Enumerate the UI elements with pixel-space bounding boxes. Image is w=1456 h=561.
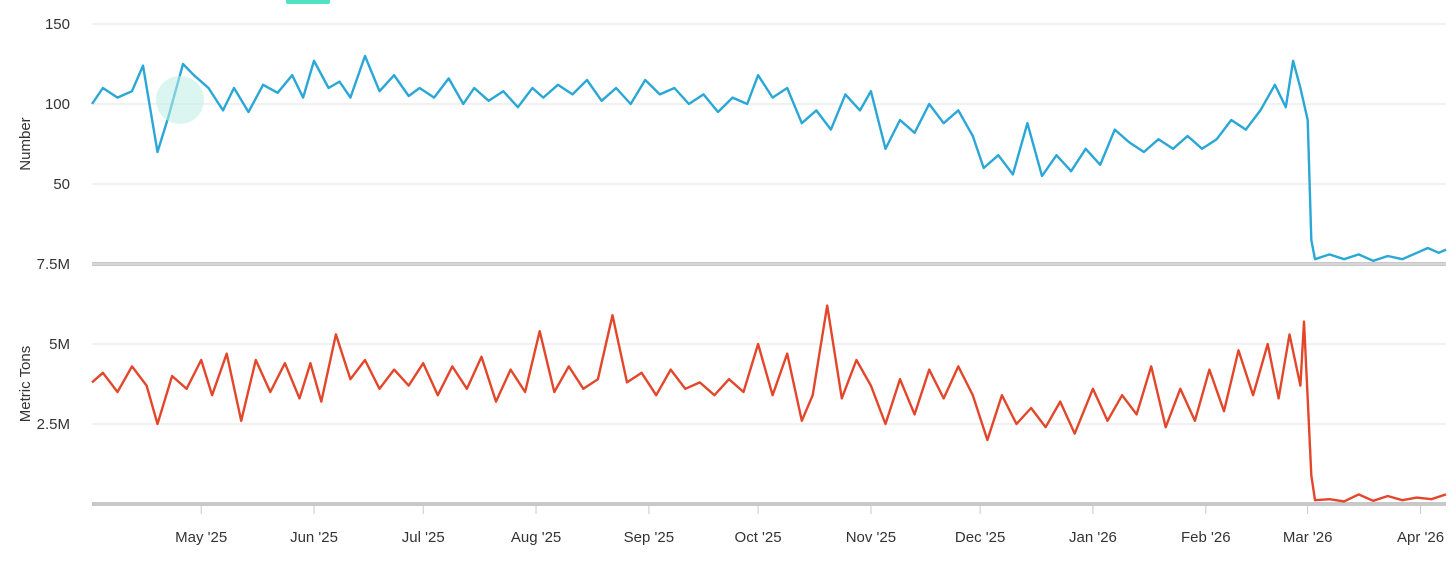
- x-tick-label: Apr '26: [1397, 529, 1444, 546]
- x-tick-label: Jan '26: [1069, 529, 1117, 546]
- y-axis-title: Metric Tons: [17, 346, 34, 422]
- y-tick-label: 2.5M: [37, 416, 70, 433]
- x-tick-label: May '25: [175, 529, 227, 546]
- x-tick-label: Sep '25: [624, 529, 674, 546]
- y-tick-label: 7.5M: [37, 256, 70, 273]
- x-tick-label: Jun '25: [290, 529, 338, 546]
- y-axis-title: Number: [17, 117, 34, 170]
- x-tick-label: Jul '25: [402, 529, 445, 546]
- series-line[interactable]: [91, 54, 1447, 262]
- x-tick-label: Dec '25: [955, 529, 1005, 546]
- legend-chip[interactable]: [286, 0, 330, 4]
- y-tick-label: 5M: [49, 336, 70, 353]
- x-tick-label: Aug '25: [511, 529, 561, 546]
- x-tick-label: Nov '25: [846, 529, 896, 546]
- y-tick-label: 50: [53, 176, 70, 193]
- y-tick-label: 150: [45, 16, 70, 33]
- x-tick-label: Feb '26: [1181, 529, 1231, 546]
- y-tick-label: 100: [45, 96, 70, 113]
- x-tick-label: Mar '26: [1283, 529, 1333, 546]
- shared-x-axis: May '25 Jun '25 Jul '25 Aug '25 Sep '25 Oct '…: [175, 506, 1444, 546]
- tonnage-panel: 2.5M 5M 7.5M Metric Tons: [17, 256, 1447, 506]
- x-tick-label: Oct '25: [735, 529, 782, 546]
- series-line[interactable]: [91, 304, 1447, 503]
- watermark-logo: [156, 76, 204, 124]
